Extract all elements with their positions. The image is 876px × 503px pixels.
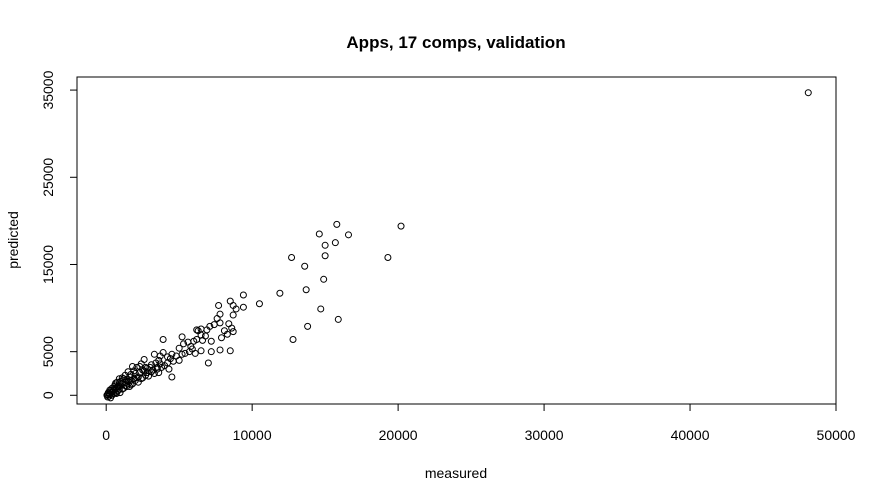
data-point <box>218 334 225 342</box>
data-point <box>384 254 392 261</box>
data-point <box>168 373 176 381</box>
data-point <box>229 328 237 336</box>
data-point <box>133 374 141 382</box>
data-point <box>128 363 136 370</box>
x-tick-label: 20000 <box>379 427 418 443</box>
data-point <box>188 345 196 353</box>
x-axis-label: measured <box>425 465 487 481</box>
data-point <box>115 375 123 383</box>
data-point <box>276 289 284 297</box>
data-point <box>228 324 236 332</box>
data-point <box>334 315 342 323</box>
data-point <box>213 315 221 323</box>
x-tick-label: 0 <box>102 427 110 443</box>
y-axis-label: predicted <box>5 211 21 269</box>
data-point <box>180 340 188 348</box>
data-point <box>226 297 234 305</box>
chart-title: Apps, 17 comps, validation <box>346 33 565 52</box>
data-point <box>216 310 224 318</box>
data-point <box>155 369 163 377</box>
y-axis: 0 5000 15000 25000 35000 <box>40 70 78 399</box>
y-tick-label: 5000 <box>40 336 56 367</box>
data-point <box>225 320 233 328</box>
data-point <box>103 391 111 399</box>
x-tick-label: 30000 <box>525 427 564 443</box>
y-tick-label: 0 <box>40 391 56 399</box>
data-point <box>229 311 237 319</box>
data-point <box>216 346 224 354</box>
data-point <box>140 367 148 375</box>
data-point <box>124 377 132 385</box>
data-point <box>146 363 154 371</box>
data-point <box>207 337 215 345</box>
data-point <box>104 390 112 398</box>
data-points <box>103 89 812 402</box>
data-point <box>289 335 297 343</box>
data-point <box>288 254 296 261</box>
data-point <box>216 319 224 327</box>
x-tick-label: 10000 <box>233 427 272 443</box>
data-point <box>112 390 120 398</box>
data-point <box>178 333 186 341</box>
data-point <box>331 239 339 247</box>
data-point <box>161 362 169 370</box>
data-point <box>321 252 329 260</box>
data-point <box>239 291 247 299</box>
data-point <box>232 305 240 313</box>
data-point <box>210 321 218 329</box>
data-point <box>159 335 167 343</box>
data-point <box>153 365 161 373</box>
data-point <box>304 322 312 330</box>
data-point <box>315 230 323 238</box>
data-point <box>105 390 113 398</box>
data-point <box>207 348 215 356</box>
data-point <box>301 262 309 270</box>
data-point <box>804 89 812 97</box>
plot-frame <box>76 76 837 405</box>
x-axis: 0 10000 20000 30000 40000 50000 <box>102 403 856 443</box>
y-tick-label: 35000 <box>40 70 56 109</box>
data-point <box>190 337 198 345</box>
data-point <box>255 300 263 308</box>
data-point <box>130 367 138 375</box>
data-point <box>344 231 352 239</box>
data-point <box>193 326 201 334</box>
y-tick-label: 15000 <box>40 245 56 284</box>
x-tick-label: 50000 <box>817 427 856 443</box>
data-point <box>317 305 325 313</box>
data-point <box>333 220 341 228</box>
data-point <box>140 356 148 364</box>
data-point <box>165 365 173 373</box>
data-point <box>320 275 328 283</box>
data-point <box>197 347 205 355</box>
y-tick-label: 25000 <box>40 158 56 197</box>
data-point <box>239 303 247 311</box>
data-point <box>181 349 189 357</box>
x-tick-label: 40000 <box>671 427 710 443</box>
data-point <box>321 241 329 249</box>
data-point <box>397 222 405 230</box>
data-point <box>191 349 199 357</box>
data-point <box>220 327 228 335</box>
data-point <box>118 374 126 382</box>
data-point <box>175 356 183 364</box>
data-point <box>150 350 158 358</box>
data-point <box>215 301 223 309</box>
data-point <box>204 359 212 367</box>
data-point <box>142 363 150 371</box>
data-point <box>116 389 124 397</box>
data-point <box>175 344 183 352</box>
data-point <box>226 347 234 355</box>
data-point <box>302 286 310 294</box>
data-point <box>137 375 145 383</box>
data-point <box>199 336 207 344</box>
data-point <box>142 371 150 379</box>
